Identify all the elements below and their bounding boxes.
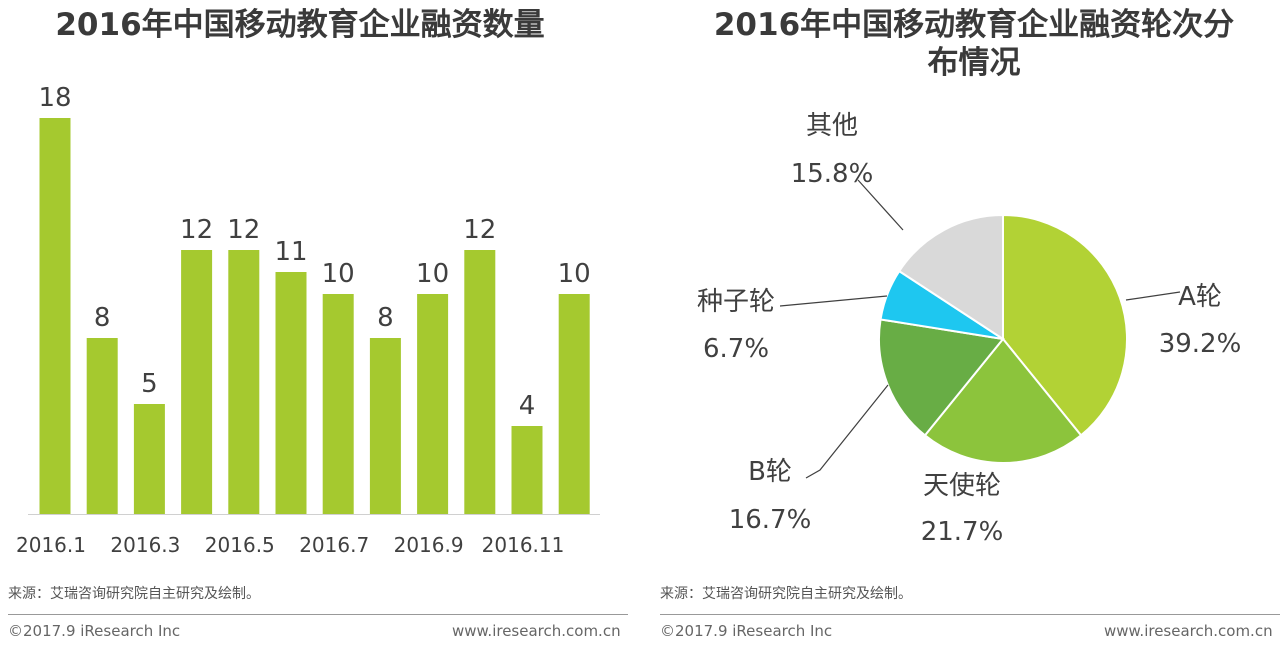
bar: [511, 426, 543, 514]
bar: [417, 294, 449, 514]
pie-slice-label: B轮: [748, 457, 792, 487]
pie-slice-label: 种子轮: [697, 287, 775, 317]
bar-value-label: 4: [519, 391, 536, 421]
x-tick-label: 2016.9: [394, 533, 464, 557]
pie-leader-line: [857, 179, 904, 231]
pie-slice-label: 天使轮: [923, 471, 1001, 501]
bar-chart-panel: 2016年中国移动教育企业融资数量 18 8 5 12 12 11 10 8 10 12 4 10 20…: [8, 7, 628, 640]
bar: [322, 294, 354, 514]
x-tick-label: 2016.7: [299, 533, 369, 557]
bar: [86, 338, 118, 514]
pie-title-line-2: 布情况: [927, 45, 1021, 81]
bar-value-label: 8: [94, 303, 111, 333]
bar: [275, 272, 307, 514]
bar-value-label: 8: [377, 303, 394, 333]
pie-slice: [923, 337, 1083, 464]
pie-slice-percent: 16.7%: [729, 505, 812, 535]
bar-value-label: 11: [274, 237, 307, 267]
bar: [558, 294, 590, 514]
bar: [181, 250, 213, 514]
bar: [39, 118, 71, 514]
x-tick-label: 2016.11: [482, 533, 565, 557]
footer-divider: [8, 614, 628, 615]
copyright-text: ©2017.9 iResearch Inc: [660, 622, 833, 640]
bar-value-label: 10: [322, 259, 355, 289]
bar-value-label: 5: [141, 369, 158, 399]
bar-value-label: 12: [180, 215, 213, 245]
bar-value-label: 10: [558, 259, 591, 289]
pie-slice-label: A轮: [1178, 282, 1222, 312]
website-text: www.iresearch.com.cn: [1104, 622, 1273, 640]
bar-value-label: 18: [38, 83, 71, 113]
bar-value-label: 12: [227, 215, 260, 245]
bar: [464, 250, 496, 514]
bar-chart-title: 2016年中国移动教育企业融资数量: [55, 7, 545, 43]
x-tick-label: 2016.1: [16, 533, 86, 557]
bar-chart: 18 8 5 12 12 11 10 8 10 12 4 10 2016.1 2016.3 2016.5 20…: [16, 83, 600, 557]
source-note: 来源：艾瑞咨询研究院自主研究及绘制。: [8, 586, 260, 602]
pie-chart: A轮 39.2% 天使轮 21.7% B轮 16.7% 种子轮 6.7% 其他 15.8%: [697, 111, 1242, 547]
pie-slice: [897, 213, 1004, 341]
bar: [133, 404, 165, 514]
copyright-text: ©2017.9 iResearch Inc: [8, 622, 181, 640]
bar-value-label: 12: [463, 215, 496, 245]
bar-value-label: 10: [416, 259, 449, 289]
pie-slice-percent: 15.8%: [791, 159, 874, 189]
pie-slice: [1002, 213, 1128, 437]
footer-divider: [660, 614, 1280, 615]
pie-slice-percent: 21.7%: [921, 517, 1004, 547]
website-text: www.iresearch.com.cn: [452, 622, 621, 640]
bar: [369, 338, 401, 514]
x-tick-label: 2016.5: [205, 533, 275, 557]
pie-chart-title: 2016年中国移动教育企业融资轮次分 布情况: [654, 6, 1280, 82]
pie-leader-line: [1125, 291, 1181, 301]
x-tick-label: 2016.3: [110, 533, 180, 557]
pie-slice-percent: 6.7%: [703, 334, 769, 364]
pie-slice: [878, 318, 1005, 437]
source-note: 来源：艾瑞咨询研究院自主研究及绘制。: [660, 586, 912, 602]
pie-leader-line: [805, 384, 889, 479]
pie-slice-label: 其他: [806, 111, 858, 141]
bar: [228, 250, 260, 514]
pie-slice-percent: 39.2%: [1159, 329, 1242, 359]
pie-leader-line: [779, 295, 888, 307]
pie-chart-panel: 2016年中国移动教育企业融资轮次分 布情况 A轮 39.2% 天使轮 21.7% B轮…: [640, 0, 1280, 648]
pie-title-line-1: 2016年中国移动教育企业融资轮次分: [713, 7, 1235, 43]
